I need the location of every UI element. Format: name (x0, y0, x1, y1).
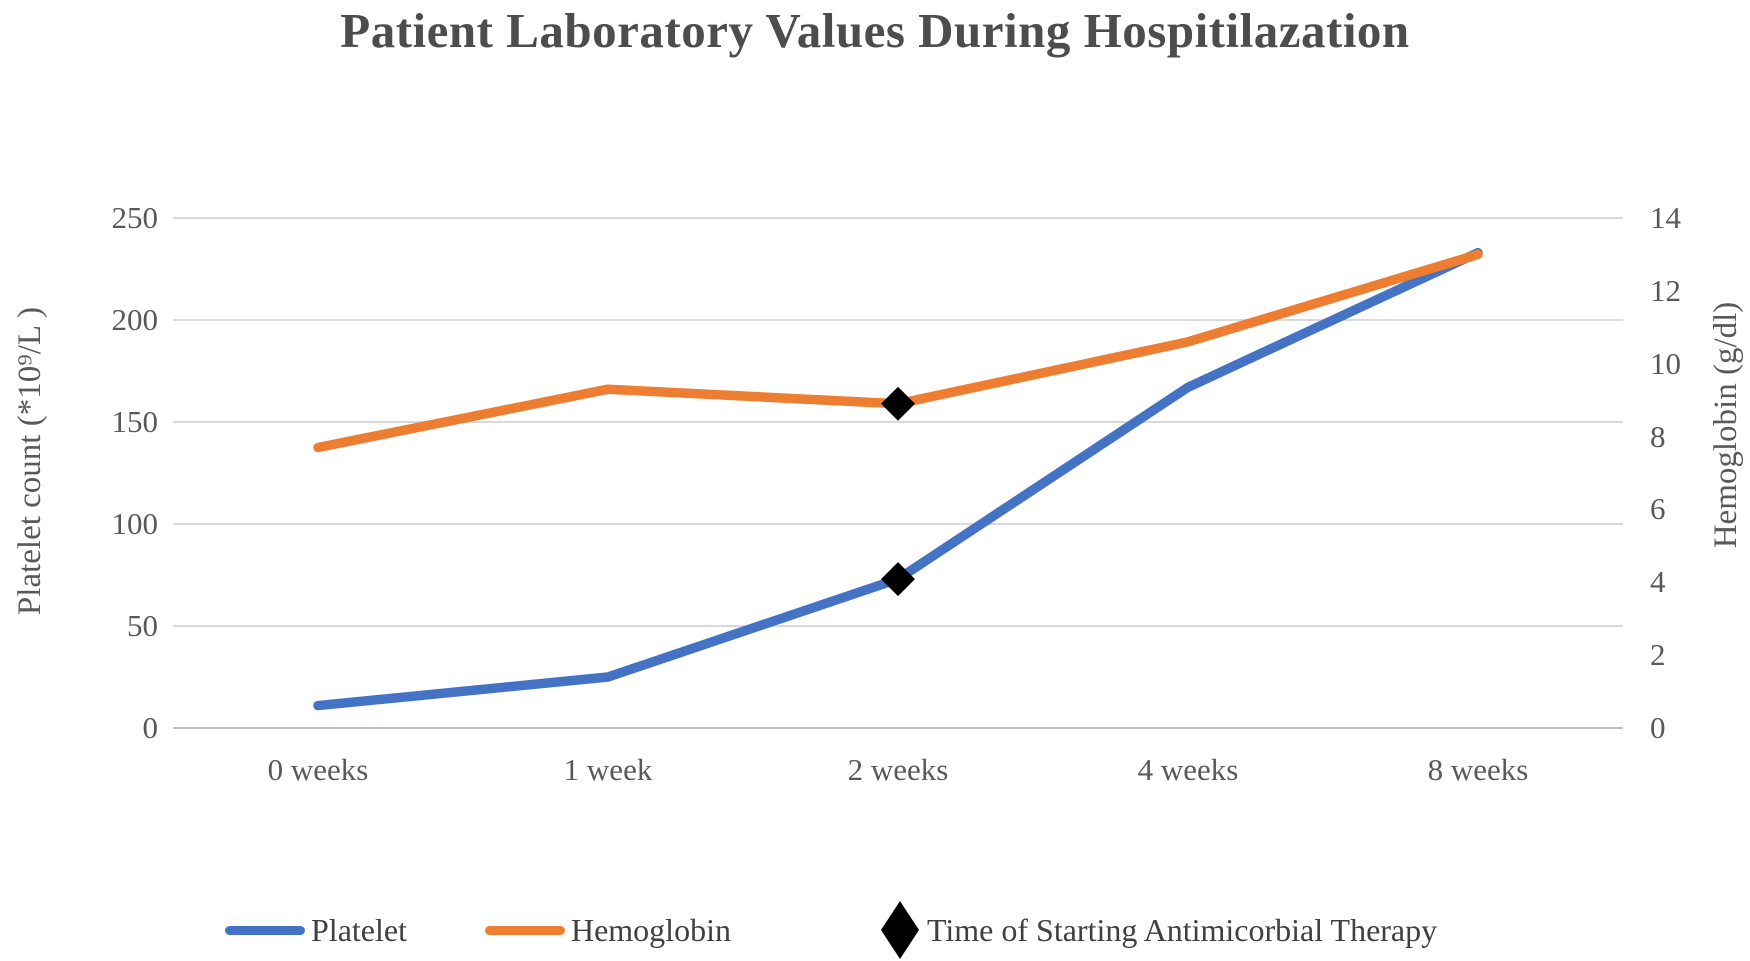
left-axis-tick-label: 50 (127, 608, 158, 643)
therapy-diamond-icon (880, 901, 919, 959)
legend-label-therapy: Time of Starting Antimicorbial Therapy (926, 912, 1438, 948)
therapy-diamond-marker (881, 386, 915, 421)
right-axis-tick-label: 14 (1650, 200, 1681, 235)
left-axis-tick-label: 200 (111, 302, 159, 337)
legend: Platelet Hemoglobin Time of Starting Ant… (0, 899, 1750, 961)
legend-item-therapy: Time of Starting Antimicorbial Therapy (880, 901, 1438, 959)
therapy-diamond-marker (881, 562, 915, 597)
chart-title: Patient Laboratory Values During Hospiti… (340, 3, 1410, 58)
right-axis-tick-label: 8 (1650, 418, 1666, 454)
platelet-line-swatch-icon (225, 925, 305, 935)
legend-item-hemoglobin: Hemoglobin (484, 910, 731, 950)
left-axis-tick-label: 100 (111, 506, 159, 541)
left-axis-tick-label: 150 (111, 404, 159, 439)
right-axis-tick-label: 2 (1650, 637, 1666, 673)
hemoglobin-line-swatch-icon (484, 925, 565, 935)
x-axis-category-label: 8 weeks (1427, 752, 1529, 787)
right-axis-tick-label: 10 (1650, 345, 1681, 381)
left-axis-tick-label: 250 (111, 200, 159, 235)
x-axis-category-label: 2 weeks (847, 752, 949, 787)
right-axis-tick-label: 12 (1650, 272, 1681, 308)
legend-label-platelet: Platelet (311, 912, 407, 948)
x-axis-category-label: 0 weeks (267, 752, 369, 787)
left-axis-tick-label: 0 (142, 710, 159, 745)
x-axis-category-label: 4 weeks (1137, 752, 1239, 787)
legend-item-platelet: Platelet (225, 910, 407, 950)
legend-label-hemoglobin: Hemoglobin (570, 912, 731, 948)
right-axis-tick-label: 6 (1650, 491, 1666, 527)
right-axis-tick-label: 4 (1650, 564, 1666, 600)
x-axis-category-label: 1 week (563, 752, 653, 787)
right-axis-tick-label: 0 (1650, 710, 1666, 745)
